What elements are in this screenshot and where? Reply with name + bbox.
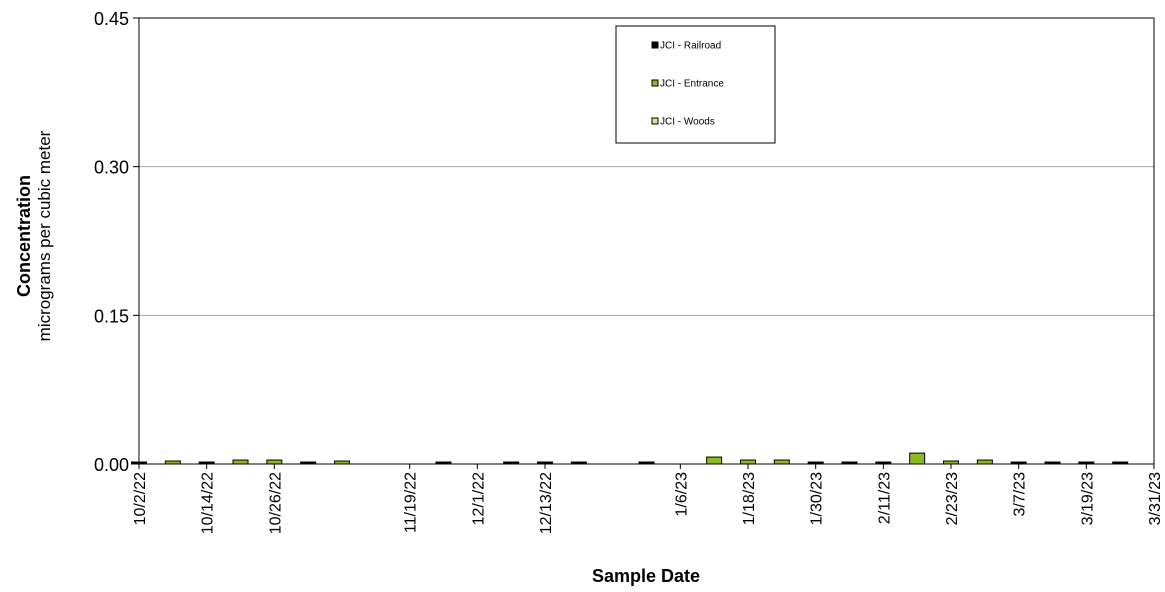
bar	[334, 460, 350, 465]
bar	[1044, 461, 1061, 465]
legend-swatch	[651, 41, 659, 49]
bar	[706, 456, 723, 465]
x-tick-label: 12/1/22	[470, 472, 487, 525]
x-tick-label: 1/30/23	[809, 472, 826, 525]
x-tick-label: 2/23/23	[944, 472, 961, 525]
bar	[807, 461, 824, 465]
x-tick-label: 3/7/23	[1012, 472, 1029, 517]
bar	[1112, 461, 1129, 465]
x-tick-label: 3/31/23	[1147, 472, 1164, 525]
legend-label: JCI - Entrance	[660, 79, 724, 90]
x-tick-label: 11/19/22	[403, 472, 420, 533]
legend-label: JCI - Woods	[660, 117, 715, 128]
legend-swatch	[651, 79, 659, 87]
y-tick-label: 0.30	[94, 158, 129, 178]
bars	[131, 452, 1129, 465]
x-tick-label: 10/26/22	[267, 472, 284, 534]
bar	[1010, 461, 1027, 465]
legend-label: JCI - Railroad	[660, 41, 721, 52]
legend-swatch	[651, 117, 659, 125]
x-tick-label: 3/19/23	[1079, 472, 1096, 525]
bar	[198, 461, 215, 465]
bar	[943, 460, 959, 465]
y-axis-title: Concentration	[14, 175, 34, 297]
bar	[638, 461, 655, 465]
bar	[300, 461, 317, 465]
y-tick-label: 0.00	[94, 455, 129, 475]
x-tick-label: 2/11/23	[876, 472, 893, 524]
bar	[232, 459, 249, 465]
x-tick-label: 10/14/22	[200, 472, 217, 534]
x-tick-label: 1/18/23	[741, 472, 758, 525]
x-tick-label: 10/2/22	[132, 472, 149, 525]
bar	[503, 461, 520, 465]
bar	[537, 461, 553, 465]
bar	[435, 461, 452, 465]
y-axis: 0.00 0.15 0.30 0.45	[94, 9, 139, 475]
bar	[740, 459, 756, 465]
x-axis: 10/2/22 10/14/22 10/26/22 11/19/22 12/1/22 12…	[132, 464, 1164, 534]
bar	[131, 461, 147, 465]
bar	[976, 459, 993, 465]
x-tick-label: 1/6/23	[673, 472, 690, 517]
bar	[773, 459, 790, 465]
bar	[570, 461, 587, 465]
x-tick-label: 12/13/22	[538, 472, 555, 534]
bar	[875, 461, 892, 465]
y-tick-label: 0.45	[94, 9, 129, 29]
bar	[909, 452, 926, 465]
x-axis-title: Sample Date	[592, 566, 700, 586]
bar	[1078, 461, 1095, 465]
gridlines	[139, 166, 1154, 316]
legend-box	[615, 25, 776, 144]
bar	[164, 460, 181, 465]
bar	[266, 459, 283, 465]
bar	[841, 461, 858, 465]
y-axis-subtitle: micrograms per cubic meter	[35, 130, 54, 341]
y-tick-label: 0.15	[94, 306, 129, 326]
legend: JCI - Railroad JCI - Entrance JCI - Woods	[615, 25, 776, 144]
